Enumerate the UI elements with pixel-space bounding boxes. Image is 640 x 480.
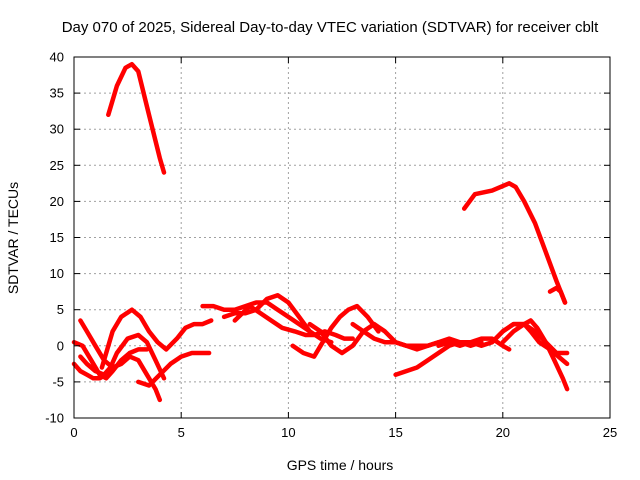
y-tick-label: 15 <box>50 230 64 245</box>
y-tick-label: 5 <box>57 302 64 317</box>
x-axis-label: GPS time / hours <box>287 457 394 473</box>
y-tick-label: 40 <box>50 50 64 65</box>
y-tick-label: 35 <box>50 86 64 101</box>
chart-title: Day 070 of 2025, Sidereal Day-to-day VTE… <box>62 19 599 36</box>
series-line-s6 <box>78 332 167 381</box>
x-tick-label: 5 <box>178 425 185 440</box>
y-tick-label: 25 <box>50 158 64 173</box>
series-line-s9 <box>136 350 212 388</box>
series-line-s13 <box>290 303 381 359</box>
axis-ticks: 0 5 10 15 20 25 -10 -5 0 5 10 15 20 25 30 35 40 <box>45 50 617 441</box>
series-group <box>71 61 570 403</box>
x-tick-label: 25 <box>603 425 617 440</box>
x-tick-label: 10 <box>281 425 295 440</box>
series-line-s5 <box>71 339 150 381</box>
y-tick-label: -5 <box>52 374 64 389</box>
series-line-s19 <box>500 318 570 392</box>
series-line-s18 <box>489 321 570 367</box>
y-tick-label: 30 <box>50 122 64 137</box>
y-tick-label: -10 <box>45 411 64 426</box>
series-line-s1 <box>106 61 167 175</box>
x-tick-label: 0 <box>70 425 77 440</box>
series-line-s8 <box>99 307 214 370</box>
grid <box>74 57 610 418</box>
x-tick-label: 15 <box>388 425 402 440</box>
series-line-s10 <box>200 300 313 334</box>
series-line-s3 <box>547 285 568 305</box>
series-line-s14 <box>307 321 441 356</box>
y-tick-label: 0 <box>57 338 64 353</box>
y-axis-label: SDTVAR / TECUs <box>5 182 21 294</box>
series-line-s2 <box>461 181 568 305</box>
x-tick-label: 20 <box>496 425 510 440</box>
series-line-s12 <box>232 303 355 341</box>
series-line-s7 <box>78 318 163 403</box>
y-tick-label: 10 <box>50 266 64 281</box>
y-tick-label: 20 <box>50 194 64 209</box>
